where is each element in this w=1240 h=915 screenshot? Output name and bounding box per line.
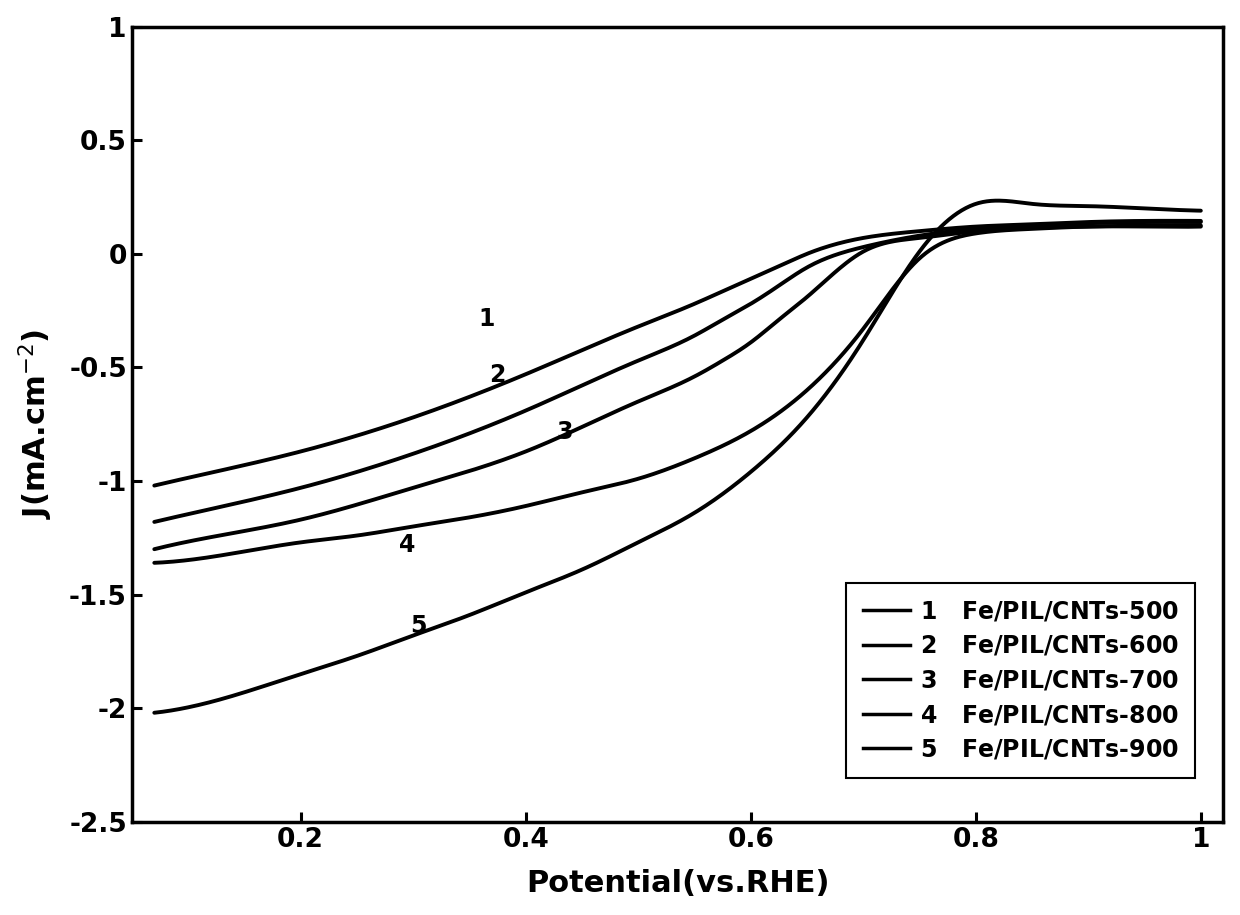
Legend: $\mathbf{1}$   Fe/PIL/CNTs-500, $\mathbf{2}$   Fe/PIL/CNTs-600, $\mathbf{3}$   F: $\mathbf{1}$ Fe/PIL/CNTs-500, $\mathbf{2… — [847, 583, 1195, 778]
Text: 1: 1 — [479, 307, 495, 330]
Text: 5: 5 — [410, 615, 427, 639]
Y-axis label: J(mA.cm$^{-2}$): J(mA.cm$^{-2}$) — [16, 329, 55, 519]
Text: 3: 3 — [557, 420, 573, 444]
Text: 4: 4 — [399, 533, 415, 556]
X-axis label: Potential(vs.RHE): Potential(vs.RHE) — [526, 869, 830, 899]
Text: 2: 2 — [490, 363, 506, 387]
